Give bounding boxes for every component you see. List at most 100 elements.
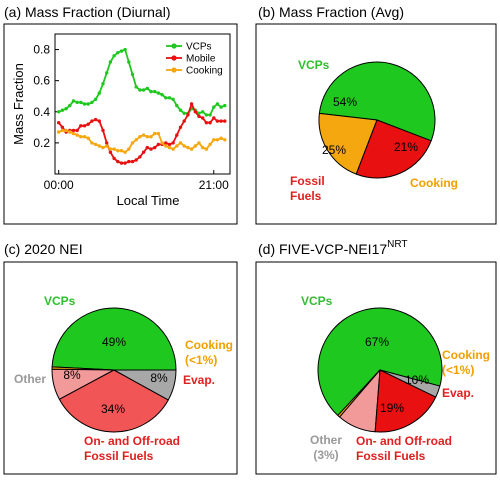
point-vcps (171, 97, 175, 102)
point-vcps (134, 85, 138, 89)
point-cooking (68, 130, 72, 134)
pie-slice-cooking (318, 112, 378, 175)
series-line-mobile (57, 101, 225, 165)
point-cooking (215, 138, 220, 142)
panel-d-pie (317, 307, 443, 433)
point-vcps (97, 91, 102, 95)
point-cooking (82, 135, 87, 139)
point-vcps (164, 96, 168, 100)
point-vcps (219, 105, 223, 109)
pie-slice-vcps (317, 307, 443, 416)
panel-d-pct-fossil: 19% (380, 401, 404, 415)
point-cooking (167, 145, 172, 150)
panel-c-label-fossil-line2: Fossil Fuels (84, 449, 154, 463)
point-mobile (164, 141, 168, 145)
panel-b: (b) Mass Fraction (Avg) VCPs 54% 25% 21%… (255, 4, 497, 225)
panel-c-pct-fossil: 34% (101, 402, 125, 416)
point-cooking (123, 150, 127, 154)
panel-c-label-evap: Evap. (183, 373, 215, 387)
point-mobile (149, 147, 153, 151)
point-mobile (171, 141, 175, 145)
pie-slice-fossil (355, 119, 432, 179)
point-vcps (153, 89, 157, 94)
point-cooking (164, 144, 168, 148)
point-vcps (57, 110, 61, 114)
panel-d-label-cooking-line1: Cooking (442, 348, 490, 362)
point-cooking (208, 142, 212, 147)
point-mobile (204, 121, 209, 125)
y-tick-label: 0.6 (33, 74, 50, 88)
point-vcps (127, 60, 131, 64)
panel-b-title: (b) Mass Fraction (Avg) (258, 4, 404, 20)
point-cooking (97, 144, 102, 148)
point-cooking (130, 141, 135, 145)
point-vcps (149, 89, 153, 94)
legend-label: Mobile (186, 54, 216, 65)
panel-d-label-other-line2: (3%) (313, 448, 338, 462)
point-cooking (60, 128, 65, 133)
panel-d-labels: VCPs 67% 10% 19% Cooking (<1%) Evap. Oth… (301, 294, 490, 463)
point-cooking (197, 141, 201, 145)
point-cooking (119, 149, 124, 153)
panel-b-pct-cooking: 21% (394, 140, 418, 154)
point-cooking (189, 147, 194, 151)
point-vcps (75, 100, 79, 105)
point-mobile (212, 116, 216, 120)
point-mobile (145, 145, 149, 150)
point-vcps (86, 102, 90, 106)
point-vcps (130, 72, 135, 77)
point-mobile (186, 113, 190, 117)
panel-d-label-cooking-line2: (<1%) (442, 363, 474, 377)
legend-label: Cooking (186, 66, 223, 77)
panel-d-label-fossil-line2: Fossil Fuels (356, 449, 426, 463)
panel-d-title-superscript: NRT (387, 239, 407, 250)
panel-d-pct-vcps: 67% (365, 335, 389, 349)
series-line-vcps (58, 48, 226, 116)
panel-b-label-fossil-line2: Fuels (290, 189, 322, 203)
y-tick-label: 0.8 (33, 43, 50, 57)
point-vcps (178, 108, 183, 112)
point-mobile (93, 117, 98, 122)
panel-a: (a) Mass Fraction (Diurnal) 0.2 0.4 0.6 0.8… (3, 4, 238, 225)
x-tick-label: 00:00 (44, 178, 74, 192)
point-mobile (130, 159, 135, 164)
point-vcps (212, 105, 216, 109)
panel-a-xlabel: Local Time (117, 193, 180, 208)
point-cooking (57, 130, 61, 134)
panel-c-label-fossil-line1: On- and Off-road (84, 434, 180, 448)
legend-marker (171, 43, 177, 49)
point-mobile (75, 128, 79, 133)
point-mobile (127, 159, 131, 164)
point-vcps (90, 100, 94, 105)
point-cooking (90, 141, 94, 145)
point-cooking (112, 147, 116, 151)
point-mobile (86, 122, 90, 126)
panel-c-labels: VCPs 49% 8% 8% 34% Other Cooking (<1%) E… (14, 294, 233, 463)
point-vcps (105, 71, 109, 75)
point-cooking (145, 135, 149, 139)
panel-a-title: (a) Mass Fraction (Diurnal) (4, 4, 170, 20)
point-cooking (175, 144, 179, 148)
point-cooking (138, 135, 142, 139)
panel-b-pie (318, 61, 436, 179)
x-tick-label: 21:00 (199, 178, 229, 192)
panel-a-y-axis: 0.2 0.4 0.6 0.8 (33, 43, 59, 150)
point-vcps (123, 47, 127, 52)
point-mobile (116, 159, 120, 164)
panel-b-pct-vcps: 54% (333, 95, 357, 109)
point-mobile (223, 119, 227, 123)
point-mobile (193, 110, 197, 114)
point-vcps (208, 113, 212, 117)
point-vcps (116, 51, 120, 55)
panel-a-frame (3, 23, 238, 225)
legend-marker (171, 67, 177, 73)
point-vcps (64, 107, 68, 111)
panel-b-frame (255, 23, 497, 225)
panel-d-title-main: (d) FIVE-VCP-NEI17 (258, 241, 387, 257)
point-vcps (60, 108, 65, 112)
point-vcps (68, 103, 72, 108)
pie-slice-fossil (374, 369, 437, 433)
point-cooking (127, 147, 131, 151)
point-vcps (119, 49, 124, 53)
